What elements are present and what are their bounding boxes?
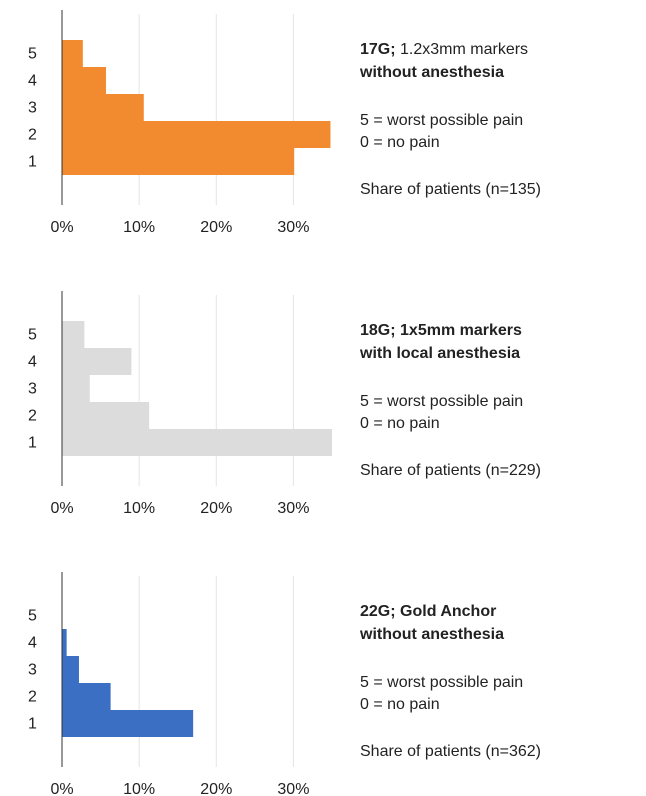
y-tick-label: 2	[28, 689, 37, 706]
title-lead: 17G;	[360, 41, 396, 58]
panel-title: 22G; Gold Anchor	[360, 603, 496, 620]
x-tick-label: 10%	[123, 219, 155, 236]
annotation: 0 = no pain	[360, 134, 440, 151]
bar	[62, 629, 67, 656]
y-tick-label: 1	[28, 154, 37, 171]
y-tick-label: 4	[28, 354, 37, 371]
x-tick-label: 10%	[123, 500, 155, 517]
bar	[62, 683, 111, 710]
bar	[62, 348, 132, 375]
bar	[62, 321, 85, 348]
title-lead: 18G;	[360, 322, 396, 339]
panel-title: 18G; 1x5mm markers	[360, 322, 522, 339]
x-tick-label: 30%	[277, 500, 309, 517]
y-tick-label: 5	[28, 46, 37, 63]
x-tick-label: 20%	[200, 500, 232, 517]
panel-title: 17G; 1.2x3mm markers	[360, 41, 528, 58]
bar	[62, 429, 332, 456]
y-tick-label: 4	[28, 73, 37, 90]
y-tick-label: 4	[28, 635, 37, 652]
annotation: 5 = worst possible pain	[360, 112, 523, 129]
bar	[62, 121, 331, 148]
annotation: 5 = worst possible pain	[360, 674, 523, 691]
y-tick-label: 3	[28, 662, 37, 679]
panel-subtitle: with local anesthesia	[359, 345, 520, 362]
title-text: 1x5mm markers	[400, 322, 522, 339]
annotation: 0 = no pain	[360, 415, 440, 432]
annotation: Share of patients (n=229)	[360, 462, 541, 479]
bar	[62, 94, 144, 121]
x-tick-label: 0%	[50, 219, 73, 236]
y-tick-label: 2	[28, 127, 37, 144]
x-tick-label: 30%	[277, 219, 309, 236]
y-tick-label: 1	[28, 435, 37, 452]
title-text: Gold Anchor	[400, 603, 496, 620]
y-tick-label: 3	[28, 100, 37, 117]
y-tick-label: 5	[28, 327, 37, 344]
y-tick-label: 1	[28, 716, 37, 733]
bar	[62, 402, 150, 429]
annotation: 5 = worst possible pain	[360, 393, 523, 410]
bar	[62, 656, 79, 683]
panel-subtitle: without anesthesia	[359, 626, 504, 643]
panel-subtitle: without anesthesia	[359, 64, 504, 81]
x-tick-label: 20%	[200, 781, 232, 796]
bar	[62, 148, 295, 175]
y-tick-label: 3	[28, 381, 37, 398]
annotation: Share of patients (n=135)	[360, 181, 541, 198]
bar	[62, 67, 106, 94]
y-tick-label: 5	[28, 608, 37, 625]
x-tick-label: 0%	[50, 500, 73, 517]
bar	[62, 375, 90, 402]
x-tick-label: 0%	[50, 781, 73, 796]
bar	[62, 710, 194, 737]
x-tick-label: 30%	[277, 781, 309, 796]
annotation: Share of patients (n=362)	[360, 743, 541, 760]
annotation: 0 = no pain	[360, 696, 440, 713]
y-tick-label: 2	[28, 408, 37, 425]
x-tick-label: 20%	[200, 219, 232, 236]
x-tick-label: 10%	[123, 781, 155, 796]
title-text: 1.2x3mm markers	[400, 41, 528, 58]
title-lead: 22G;	[360, 603, 396, 620]
bar	[62, 40, 83, 67]
